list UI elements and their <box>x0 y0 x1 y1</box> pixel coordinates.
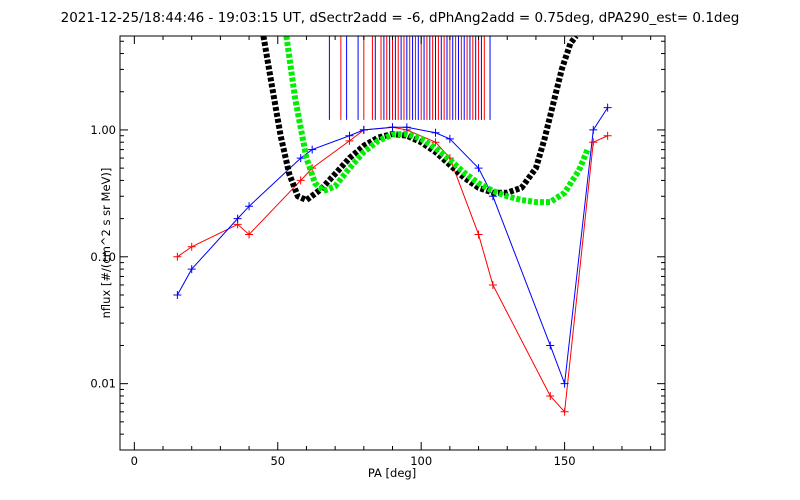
fit-curves <box>260 36 591 206</box>
data-point <box>402 123 411 132</box>
x-tick-label: 50 <box>270 454 285 468</box>
y-axis-label: nflux [#/(cm^2 s sr MeV)] <box>99 168 113 319</box>
x-tick-label: 0 <box>131 454 138 468</box>
data-point <box>296 176 305 185</box>
flux-traces <box>173 103 612 416</box>
data-point <box>589 125 598 134</box>
data-point <box>187 265 196 274</box>
data-point <box>245 230 254 239</box>
data-point <box>245 202 254 211</box>
data-point <box>345 131 354 140</box>
data-point <box>474 164 483 173</box>
series-line <box>176 107 609 384</box>
data-point <box>296 154 305 163</box>
y-axis: 0.01 0.10 1.00 <box>90 40 665 451</box>
y-tick-label: 0.01 <box>90 377 116 391</box>
x-tick-label: 150 <box>554 454 576 468</box>
data-point <box>589 138 598 147</box>
y-tick-label: 1.00 <box>90 123 116 137</box>
data-point <box>308 145 317 154</box>
data-point <box>359 125 368 134</box>
data-point <box>173 252 182 261</box>
data-point <box>560 407 569 416</box>
data-point <box>603 131 612 140</box>
data-point <box>560 379 569 388</box>
fit-curve <box>283 36 591 206</box>
x-axis-label: PA [deg] <box>368 466 416 480</box>
y-tick-label: 0.10 <box>90 250 116 264</box>
x-tick-label: 100 <box>410 454 432 468</box>
data-point <box>431 128 440 137</box>
data-point <box>488 280 497 289</box>
data-point <box>445 134 454 143</box>
data-point <box>603 103 612 112</box>
data-point <box>233 214 242 223</box>
data-point <box>546 391 555 400</box>
series-line <box>177 126 608 413</box>
data-point <box>546 341 555 350</box>
vertical-marker-lines <box>328 36 491 120</box>
data-point <box>388 123 397 132</box>
data-point <box>187 242 196 251</box>
data-point <box>474 230 483 239</box>
chart-title: 2021-12-25/18:44:46 - 19:03:15 UT, dSect… <box>61 10 740 26</box>
data-point <box>173 290 182 299</box>
x-axis: 0 50 100 150 <box>131 36 652 468</box>
